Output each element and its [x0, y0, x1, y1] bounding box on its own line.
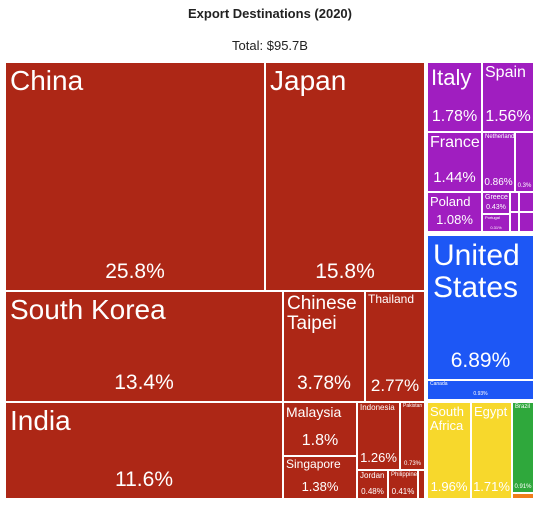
tile-value: 0.73%	[403, 461, 421, 467]
tile-value: 15.8%	[315, 260, 375, 283]
tile-japan[interactable]: Japan 15.8%	[265, 62, 425, 291]
tile-poland[interactable]: Poland 1.08%	[427, 192, 482, 232]
tile-canada[interactable]: Canada 0.93%	[427, 380, 534, 400]
tile-label: Singapore	[286, 457, 341, 471]
tile-netherlands[interactable]: Netherlands 0.86%	[482, 132, 515, 192]
tile-label: Malaysia	[286, 404, 342, 420]
tile-unlabeled-24[interactable]	[519, 212, 534, 232]
tile-value: 1.96%	[430, 479, 468, 494]
tile-indonesia[interactable]: Indonesia 1.26%	[357, 402, 400, 470]
tile-label: Jordan	[360, 471, 385, 480]
tile-italy[interactable]: Italy 1.78%	[427, 62, 482, 132]
tile-label: Netherlands	[485, 134, 515, 140]
tile-india[interactable]: India 11.6%	[5, 402, 283, 499]
tile-value: 3.78%	[297, 373, 351, 394]
tile-south-africa[interactable]: South Africa 1.96%	[427, 402, 471, 499]
tile-unlabeled-21[interactable]	[510, 192, 519, 212]
tile-unlabeled-12[interactable]	[418, 470, 425, 499]
tile-unlabeled-17[interactable]: 0.3%	[515, 132, 534, 192]
tile-label: Spain	[485, 64, 526, 81]
tile-value: 1.26%	[360, 450, 397, 465]
tile-label: Portugal	[485, 215, 500, 220]
tile-value: 0.31%	[490, 225, 502, 230]
tile-value: 6.89%	[450, 349, 511, 372]
tile-unlabeled-22[interactable]	[519, 192, 534, 212]
tile-value: 0.43%	[486, 204, 506, 211]
tile-malaysia[interactable]: Malaysia 1.8%	[283, 402, 357, 456]
tile-value: 1.38%	[301, 479, 339, 494]
tile-south-korea[interactable]: South Korea 13.4%	[5, 291, 283, 402]
tile-unlabeled-30[interactable]	[512, 493, 534, 499]
tile-value: 0.41%	[391, 487, 415, 496]
tile-value: 1.8%	[301, 432, 339, 449]
tile-label: Egypt	[474, 404, 508, 419]
tile-chinese-taipei[interactable]: Chinese Taipei 3.78%	[283, 291, 365, 402]
tile-value: 0.86%	[484, 177, 513, 188]
tile-value: 1.78%	[431, 108, 478, 125]
tile-value: 25.8%	[105, 260, 165, 283]
tile-label: Brazil	[515, 404, 531, 410]
tile-label: China	[10, 65, 84, 96]
tile-label: Poland	[430, 194, 471, 209]
tile-value: 1.44%	[433, 169, 476, 186]
tile-value: 13.4%	[114, 371, 174, 394]
tile-label: Canada	[430, 381, 448, 387]
tile-value: 0.91%	[514, 484, 532, 490]
tile-egypt[interactable]: Egypt 1.71%	[471, 402, 512, 499]
tile-brazil[interactable]: Brazil 0.91%	[512, 402, 534, 493]
tile-singapore[interactable]: Singapore 1.38%	[283, 456, 357, 499]
tile-label: South Africa	[430, 404, 464, 433]
tile-label: Pakistan	[403, 403, 423, 409]
tile-label: Japan	[270, 65, 347, 96]
tile-label: Philippines	[391, 472, 418, 478]
tile-label: France	[430, 134, 480, 151]
chart-title: Export Destinations (2020)	[188, 6, 352, 21]
tile-philippines[interactable]: Philippines 0.41%	[388, 470, 418, 499]
tile-label: Thailand	[368, 292, 415, 306]
tile-value: 0.3%	[517, 183, 532, 189]
tile-value: 1.08%	[436, 212, 473, 227]
tile-label: Italy	[431, 65, 472, 90]
tile-label: Greece	[485, 194, 508, 201]
tile-value: 0.48%	[361, 487, 384, 496]
tile-value: 1.71%	[473, 479, 510, 494]
tile-france[interactable]: France 1.44%	[427, 132, 482, 192]
tile-china[interactable]: China 25.8%	[5, 62, 265, 291]
tile-value: 11.6%	[115, 468, 173, 491]
chart-total: Total: $95.7B	[232, 38, 308, 53]
tile-unlabeled-23[interactable]	[510, 212, 519, 232]
tile-portugal[interactable]: Portugal 0.31%	[482, 214, 510, 232]
tile-label: South Korea	[10, 294, 166, 325]
tile-jordan[interactable]: Jordan 0.48%	[357, 470, 388, 499]
tile-spain[interactable]: Spain 1.56%	[482, 62, 534, 132]
tile-label: India	[10, 405, 71, 436]
tile-thailand[interactable]: Thailand 2.77%	[365, 291, 425, 402]
tile-united-states[interactable]: United States 6.89%	[427, 235, 534, 380]
tile-label: United States	[433, 239, 520, 304]
tile-value: 1.56%	[485, 108, 531, 125]
tile-pakistan[interactable]: Pakistan 0.73%	[400, 402, 425, 470]
tile-value: 2.77%	[370, 376, 420, 395]
tile-label: Chinese Taipei	[287, 293, 357, 334]
tile-greece[interactable]: Greece 0.43%	[482, 192, 510, 214]
tile-label: Indonesia	[360, 403, 395, 412]
tile-value: 0.93%	[473, 391, 488, 397]
